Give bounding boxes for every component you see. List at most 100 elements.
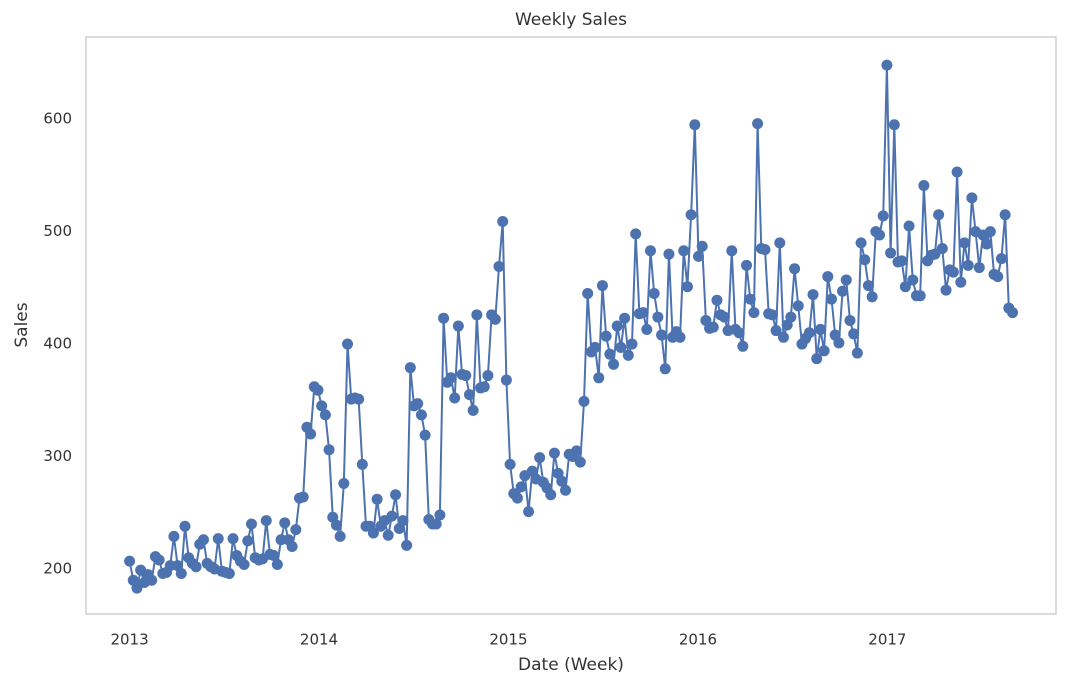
- marker: [560, 484, 572, 496]
- marker: [600, 330, 612, 342]
- marker: [571, 445, 583, 457]
- marker: [489, 313, 501, 325]
- marker: [367, 527, 379, 539]
- marker: [984, 226, 996, 238]
- marker: [992, 271, 1004, 283]
- marker: [419, 429, 431, 441]
- marker: [711, 294, 723, 306]
- marker: [190, 561, 202, 573]
- marker: [452, 320, 464, 332]
- marker: [685, 209, 697, 221]
- marker: [678, 245, 690, 257]
- x-tick-label: 2017: [868, 631, 906, 649]
- marker: [589, 341, 601, 353]
- marker: [596, 280, 608, 292]
- marker: [608, 358, 620, 370]
- marker: [415, 409, 427, 421]
- marker: [741, 259, 753, 271]
- y-tick-label: 300: [43, 447, 72, 465]
- marker: [726, 245, 738, 257]
- marker: [482, 370, 494, 382]
- marker: [792, 300, 804, 312]
- marker: [818, 345, 830, 357]
- marker: [777, 331, 789, 343]
- marker: [641, 323, 653, 335]
- marker: [279, 517, 291, 529]
- marker: [859, 254, 871, 266]
- marker: [748, 307, 760, 319]
- marker: [637, 307, 649, 319]
- marker: [718, 311, 730, 323]
- marker: [648, 287, 660, 299]
- marker: [353, 393, 365, 405]
- marker: [286, 541, 298, 553]
- marker: [737, 340, 749, 352]
- marker: [785, 311, 797, 323]
- marker: [545, 489, 557, 501]
- marker: [397, 515, 409, 527]
- marker: [1007, 307, 1019, 319]
- marker: [851, 347, 863, 359]
- marker: [907, 274, 919, 286]
- marker: [663, 248, 675, 260]
- x-tick-label: 2014: [300, 631, 338, 649]
- marker: [305, 428, 317, 440]
- marker: [955, 276, 967, 288]
- marker: [814, 323, 826, 335]
- marker: [382, 529, 394, 541]
- y-tick-label: 500: [43, 222, 72, 240]
- marker: [153, 554, 165, 566]
- y-tick-label: 400: [43, 335, 72, 353]
- marker: [707, 321, 719, 333]
- marker: [644, 245, 656, 257]
- marker: [390, 489, 402, 501]
- marker: [238, 559, 250, 571]
- marker: [445, 372, 457, 384]
- marker: [500, 374, 512, 386]
- marker: [807, 289, 819, 301]
- marker: [674, 331, 686, 343]
- marker: [548, 447, 560, 459]
- marker: [973, 262, 985, 274]
- marker: [245, 518, 257, 530]
- marker: [582, 287, 594, 299]
- marker: [146, 574, 158, 586]
- marker: [951, 166, 963, 178]
- marker: [693, 250, 705, 262]
- marker: [896, 255, 908, 267]
- marker: [460, 370, 472, 382]
- marker: [774, 237, 786, 249]
- marker: [615, 341, 627, 353]
- marker: [297, 491, 309, 503]
- marker: [197, 534, 209, 546]
- marker: [523, 506, 535, 518]
- marker: [696, 240, 708, 252]
- marker: [888, 119, 900, 131]
- marker: [877, 210, 889, 222]
- marker: [430, 518, 442, 530]
- marker: [766, 309, 778, 321]
- marker: [903, 220, 915, 232]
- marker: [604, 348, 616, 360]
- marker: [874, 229, 886, 241]
- marker: [338, 478, 350, 490]
- marker: [534, 452, 546, 464]
- y-axis-label: Sales: [12, 302, 32, 347]
- marker: [626, 338, 638, 350]
- marker: [438, 312, 450, 324]
- marker: [463, 389, 475, 401]
- marker: [936, 242, 948, 254]
- x-tick-label: 2013: [110, 631, 148, 649]
- marker: [981, 238, 993, 250]
- marker: [822, 271, 834, 283]
- marker: [260, 515, 272, 527]
- marker: [271, 559, 283, 571]
- marker: [770, 325, 782, 337]
- marker: [212, 533, 224, 545]
- y-tick-label: 200: [43, 560, 72, 578]
- marker: [733, 327, 745, 339]
- marker: [312, 384, 324, 396]
- marker: [511, 492, 523, 504]
